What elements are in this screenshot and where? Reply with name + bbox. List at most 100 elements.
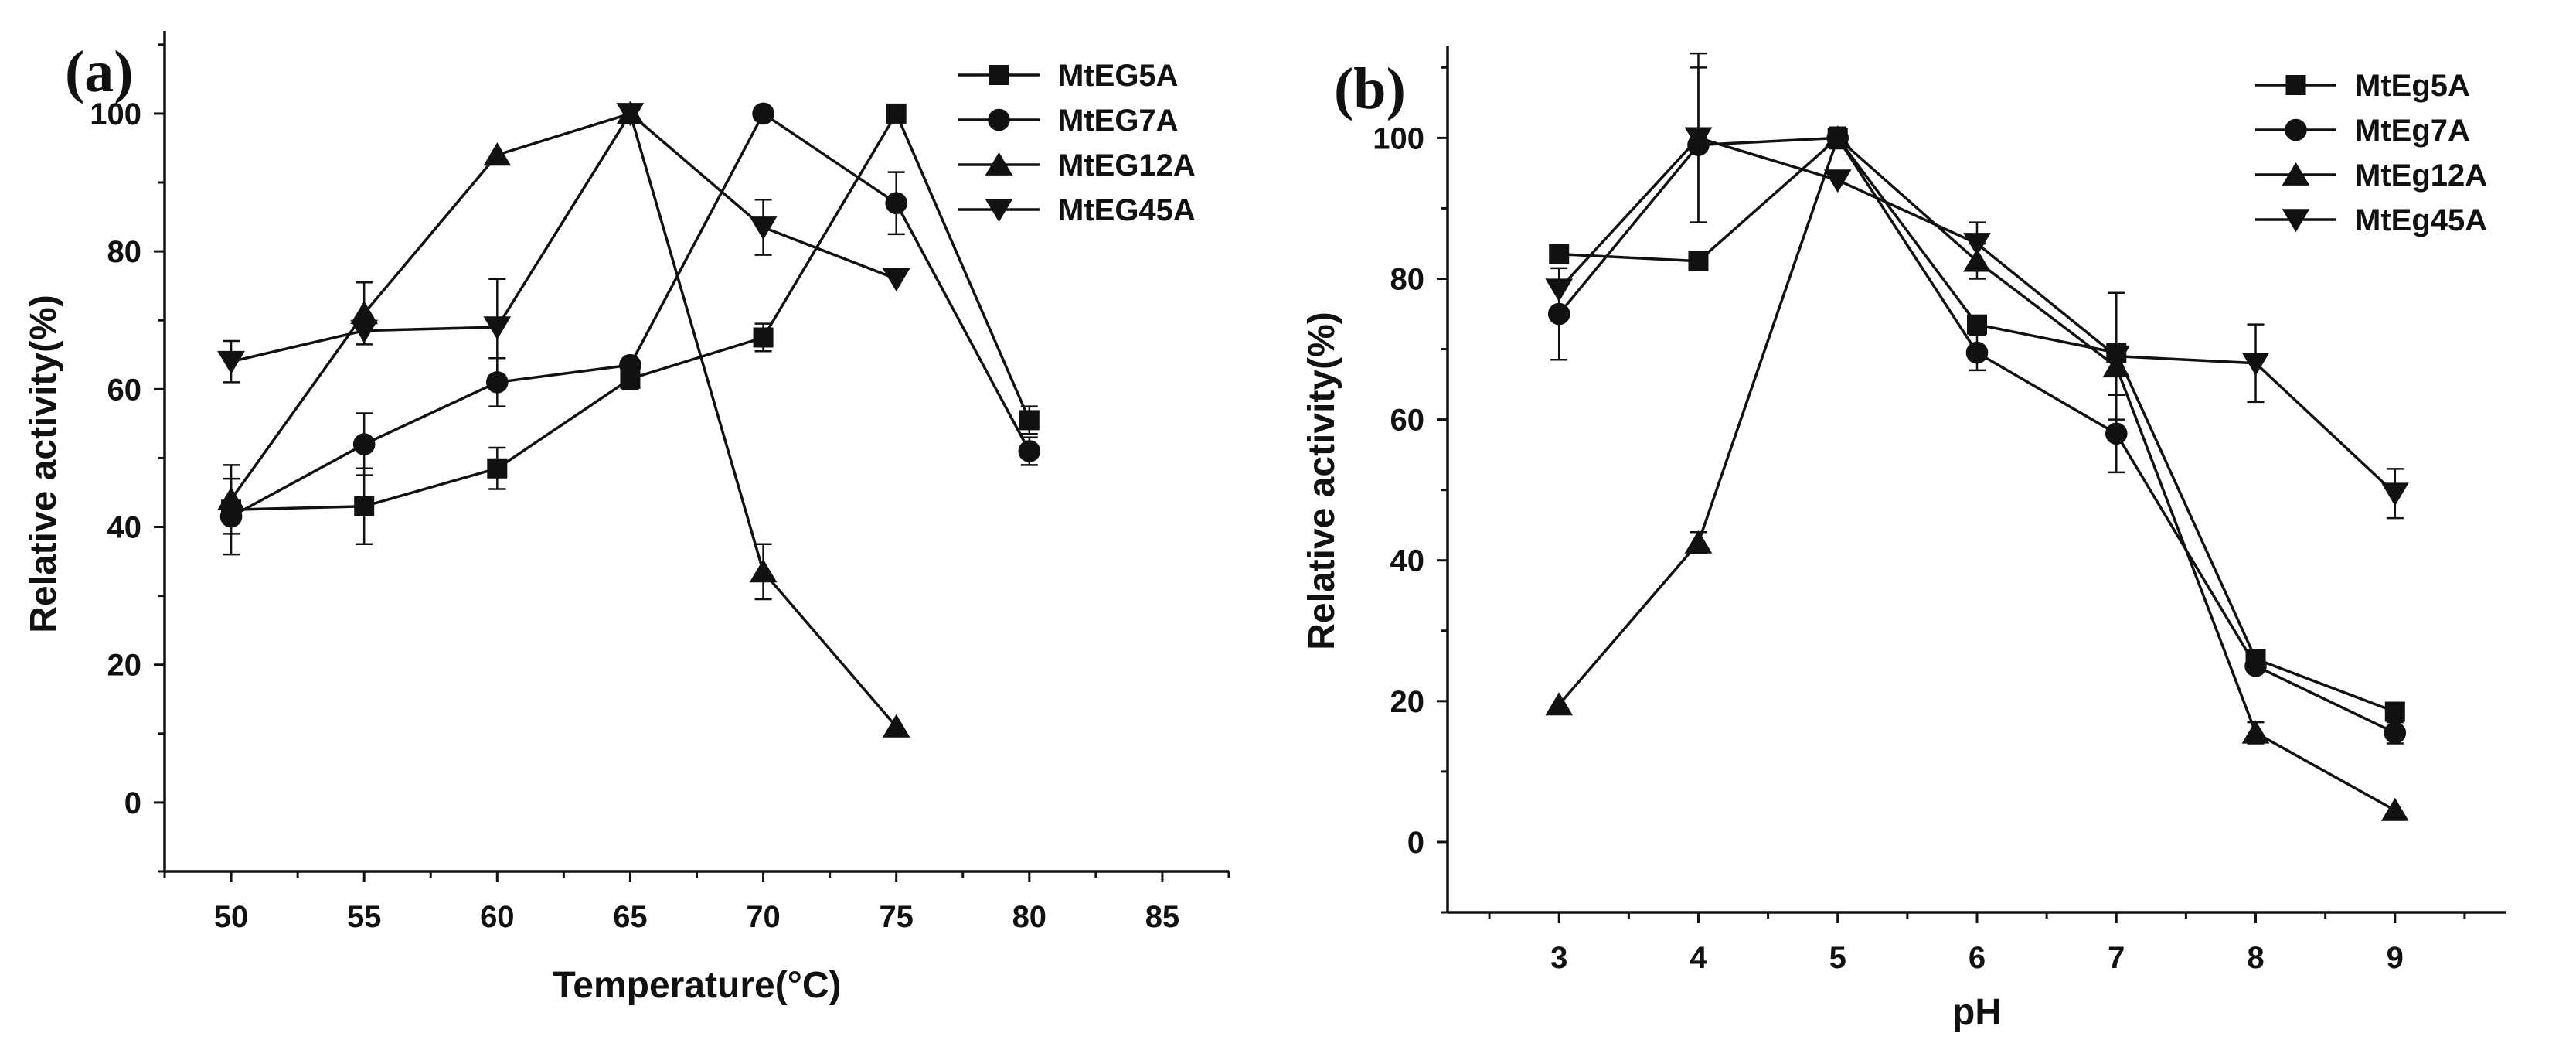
data-point-mteg45a-6 [1963, 233, 1991, 257]
legend-marker-mteg45a [2282, 209, 2310, 233]
series-mteg12a [217, 101, 910, 738]
panel-b-series [1545, 52, 2409, 821]
data-point-mteg45a-65 [616, 103, 645, 127]
data-point-mteg45a-7 [2102, 345, 2131, 369]
data-point-mteg12a-5 [1823, 125, 1852, 149]
series-line-mteg12a [230, 111, 898, 728]
data-point-mteg12a-60 [483, 142, 512, 166]
series-mteg7a [1547, 66, 2407, 745]
data-point-mteg12a-4 [1684, 530, 1713, 554]
panel-a-y-ticks: 0 20 40 60 80 100 [90, 43, 165, 873]
data-point-mteg45a-3 [1545, 278, 1574, 302]
data-point-mteg7a-75 [885, 192, 907, 215]
data-point-mteg5a-75 [886, 103, 907, 124]
data-point-mteg5a-70 [753, 327, 774, 348]
data-point-mteg5a-60 [487, 458, 508, 479]
data-point-mteg5a-9 [2384, 701, 2405, 722]
legend-marker-mteg5a [989, 65, 1009, 85]
y-tick-label-60: 60 [107, 373, 142, 407]
panel-a: (a) 0 20 40 60 80 100 50 55 60 65 70 75 80 85 MtEG5A… [23, 31, 1230, 1006]
legend-marker-mteg5a [2285, 75, 2306, 95]
data-point-mteg7a-3 [1547, 302, 1570, 326]
y-tick-label-0: 0 [124, 786, 141, 820]
data-point-mteg45a-60 [483, 316, 512, 340]
y-tick-label-20: 20 [107, 649, 142, 683]
data-point-mteg45a-55 [350, 319, 379, 343]
data-point-mteg7a-65 [619, 353, 641, 377]
series-mteg5a [1549, 128, 2405, 722]
panel-b-letter: (b) [1334, 56, 1406, 121]
data-point-mteg45a-50 [217, 350, 245, 374]
y-tick-label-40: 40 [107, 511, 142, 545]
series-mteg5a [221, 103, 1040, 546]
legend-label-mteg45a: MtEg45A [2355, 203, 2487, 237]
data-point-mteg5a-55 [354, 496, 375, 516]
x-tick-label-8: 8 [2247, 941, 2264, 975]
data-point-mteg12a-50 [217, 486, 245, 510]
panel-b-x-axis-title: pH [1952, 992, 2002, 1033]
series-mteg45a [217, 103, 910, 384]
data-point-mteg7a-7 [2105, 422, 2128, 445]
legend-marker-mteg12a [985, 152, 1013, 176]
data-point-mteg12a-75 [882, 714, 910, 738]
legend-label-mteg7a: MtEg7A [2355, 114, 2470, 148]
y-tick-label-80: 80 [107, 235, 142, 269]
panel-a-x-axis-title: Temperature(°C) [553, 965, 841, 1006]
legend-label-mteg5a: MtEg5A [2355, 69, 2470, 103]
data-point-mteg45a-8 [2241, 352, 2270, 377]
legend-label-mteg45a: MtEG45A [1058, 193, 1196, 227]
x-tick-label-6: 6 [1969, 941, 1986, 975]
data-point-mteg7a-70 [752, 102, 774, 125]
y-tick-label-100: 100 [90, 97, 141, 131]
panel-b-y-axis-title: Relative activity(%) [1302, 312, 1342, 650]
data-point-mteg12a-9 [2380, 797, 2409, 821]
data-point-mteg45a-4 [1684, 127, 1713, 151]
legend-marker-mteg45a [985, 199, 1013, 223]
data-point-mteg5a-6 [1967, 314, 1987, 335]
panel-a-y-axis-title: Relative activity(%) [23, 295, 64, 633]
series-line-mteg45a [230, 111, 897, 363]
data-point-mteg7a-60 [486, 371, 509, 394]
legend-label-mteg12a: MtEG12A [1058, 148, 1196, 182]
data-point-mteg45a-75 [882, 268, 910, 292]
x-tick-label-70: 70 [746, 900, 781, 934]
series-line-mteg7a [230, 111, 1031, 518]
legend-marker-mteg12a [2282, 162, 2310, 186]
y-tick-label-20: 20 [1390, 685, 1425, 719]
series-mteg45a [1545, 52, 2409, 520]
legend-marker-mteg7a [988, 108, 1010, 131]
x-tick-label-3: 3 [1550, 941, 1567, 975]
x-tick-label-55: 55 [347, 900, 382, 934]
y-tick-label-0: 0 [1407, 826, 1424, 860]
x-tick-label-7: 7 [2108, 941, 2125, 975]
x-tick-label-5: 5 [1829, 941, 1846, 975]
data-point-mteg7a-8 [2244, 655, 2267, 677]
data-point-mteg5a-3 [1549, 244, 1570, 264]
data-point-mteg7a-6 [1965, 341, 1989, 364]
data-point-mteg7a-80 [1018, 440, 1041, 462]
data-point-mteg5a-80 [1019, 410, 1040, 431]
panel-a-legend: MtEG5A MtEG7A MtEG12A MtEG45A [958, 59, 1196, 227]
x-tick-label-60: 60 [480, 900, 515, 934]
data-point-mteg45a-70 [749, 216, 778, 240]
panel-a-series [217, 101, 1041, 738]
data-point-mteg7a-55 [352, 433, 376, 455]
legend-marker-mteg7a [2285, 118, 2307, 141]
panel-b-legend: MtEg5A MtEg7A MtEg12A MtEg45A [2255, 69, 2487, 237]
x-tick-label-50: 50 [214, 900, 249, 934]
data-point-mteg7a-9 [2384, 721, 2407, 745]
data-point-mteg12a-70 [749, 559, 778, 583]
y-tick-label-80: 80 [1390, 262, 1425, 296]
x-tick-label-75: 75 [879, 900, 914, 934]
legend-label-mteg12a: MtEg12A [2355, 159, 2487, 193]
x-tick-label-9: 9 [2387, 941, 2404, 975]
x-tick-label-4: 4 [1690, 941, 1707, 975]
x-tick-label-85: 85 [1145, 900, 1180, 934]
data-point-mteg12a-8 [2241, 720, 2270, 744]
data-point-mteg12a-3 [1545, 692, 1574, 716]
panel-b-y-ticks: 0 20 40 60 80 100 [1373, 66, 1448, 914]
data-point-mteg12a-55 [350, 301, 379, 325]
